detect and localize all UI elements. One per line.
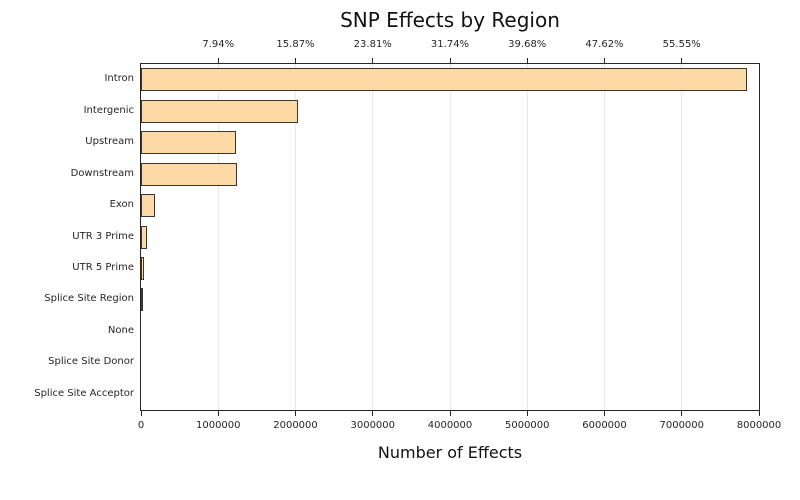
- x-axis-label: Number of Effects: [377, 443, 523, 462]
- x-axis-tick: [449, 411, 451, 416]
- category-label-none: None: [107, 324, 134, 336]
- grid-line: [295, 64, 296, 410]
- category-label-upstream: Upstream: [85, 136, 134, 148]
- x-axis-tick-label: 0: [137, 420, 145, 431]
- bar-utr-5-prime: [141, 256, 145, 280]
- bar-exon: [141, 194, 155, 218]
- bar-splice-site-region: [141, 288, 144, 312]
- x-axis-tick-label: 5000000: [504, 420, 550, 431]
- x-axis-tick: [217, 411, 219, 416]
- x-axis-tick-label: 4000000: [427, 420, 473, 431]
- top-axis-tick-label: 47.62%: [585, 39, 624, 50]
- top-axis-tick-label: 55.55%: [662, 39, 701, 50]
- grid-line: [604, 64, 605, 410]
- x-axis-tick: [604, 411, 605, 416]
- x-axis-tick: [295, 411, 296, 416]
- top-axis-tick: [604, 58, 605, 63]
- x-axis-tick: [526, 411, 528, 416]
- x-axis-tick-label: 6000000: [582, 420, 627, 431]
- bar-intergenic: [141, 99, 298, 123]
- category-label-utr-5-prime: UTR 5 Prime: [72, 261, 134, 273]
- grid-line: [217, 64, 219, 410]
- top-axis-tick: [681, 58, 683, 63]
- category-label-splice-site-region: Splice Site Region: [44, 293, 134, 305]
- grid-line: [526, 64, 528, 410]
- top-axis-tick-label: 39.68%: [508, 39, 547, 50]
- x-axis-tick: [140, 411, 142, 416]
- category-label-intron: Intron: [104, 73, 134, 85]
- category-label-intergenic: Intergenic: [83, 104, 134, 116]
- x-axis-tick-label: 2000000: [273, 420, 318, 431]
- grid-line: [681, 64, 683, 410]
- x-axis-tick-label: 1000000: [195, 420, 241, 431]
- bar-utr-3-prime: [141, 225, 147, 249]
- top-axis-tick-label: 15.87%: [276, 39, 315, 50]
- top-axis-tick: [449, 58, 451, 63]
- grid-line: [449, 64, 451, 410]
- category-label-splice-site-donor: Splice Site Donor: [48, 356, 134, 368]
- top-axis-tick: [217, 58, 219, 63]
- x-axis-tick: [681, 411, 683, 416]
- x-axis-tick-label: 7000000: [659, 420, 705, 431]
- category-label-downstream: Downstream: [70, 167, 134, 179]
- top-axis-tick: [372, 58, 374, 63]
- category-label-splice-site-acceptor: Splice Site Acceptor: [34, 387, 134, 399]
- top-axis-tick-label: 31.74%: [430, 39, 470, 50]
- top-axis-tick-label: 7.94%: [202, 39, 235, 50]
- x-axis-tick-label: 3000000: [350, 420, 396, 431]
- bar-downstream: [141, 162, 237, 186]
- x-axis-tick-label: 8000000: [736, 420, 782, 431]
- bar-upstream: [141, 131, 237, 155]
- category-label-exon: Exon: [109, 199, 134, 211]
- grid-line: [372, 64, 374, 410]
- chart-title: SNP Effects by Region: [340, 8, 560, 32]
- category-label-utr-3-prime: UTR 3 Prime: [72, 230, 134, 242]
- top-axis-tick-label: 23.81%: [353, 39, 392, 50]
- bar-intron: [141, 68, 748, 92]
- x-axis-tick: [758, 411, 760, 416]
- top-axis-tick: [295, 58, 296, 63]
- top-axis-tick: [526, 58, 528, 63]
- x-axis-tick: [372, 411, 374, 416]
